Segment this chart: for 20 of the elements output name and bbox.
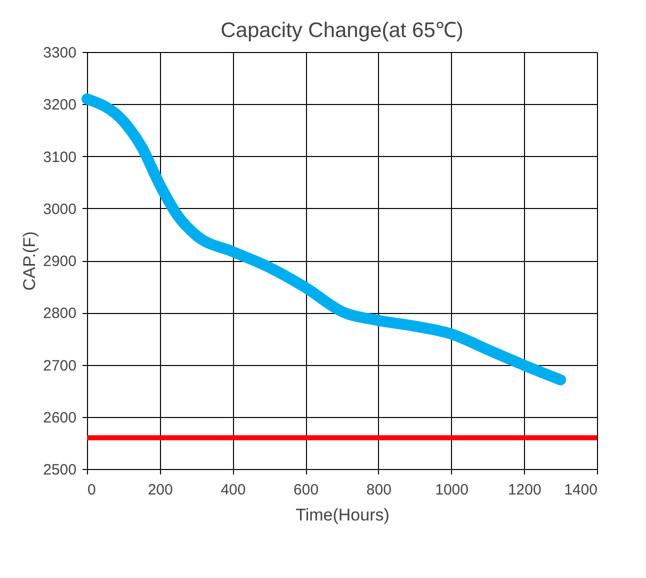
x-tick-label: 1200 xyxy=(508,482,542,498)
x-tick-label: 1000 xyxy=(435,482,468,498)
y-tick-label: 3100 xyxy=(43,148,76,166)
x-tick-label: 0 xyxy=(88,482,96,498)
x-tick-label: 600 xyxy=(294,482,319,498)
y-tick-label: 2500 xyxy=(43,462,76,478)
y-tick-label: 2600 xyxy=(43,409,76,426)
y-tick-label: 3000 xyxy=(43,200,76,218)
y-tick-label: 2800 xyxy=(43,305,76,322)
y-tick-label: 2900 xyxy=(43,253,76,270)
x-tick-label: 1400 xyxy=(564,482,598,498)
chart-title: Capacity Change(at 65℃) xyxy=(220,19,464,42)
y-tick-label: 3200 xyxy=(43,96,76,114)
x-tick-label: 200 xyxy=(148,482,173,498)
x-axis-title: Time(Hours) xyxy=(296,506,390,524)
x-tick-label: 800 xyxy=(366,482,392,498)
x-tick-label: 400 xyxy=(220,482,246,498)
y-tick-label: 3300 xyxy=(43,44,76,62)
y-tick-label: 2700 xyxy=(43,357,76,374)
y-axis-title: CAP.(F) xyxy=(20,231,40,291)
